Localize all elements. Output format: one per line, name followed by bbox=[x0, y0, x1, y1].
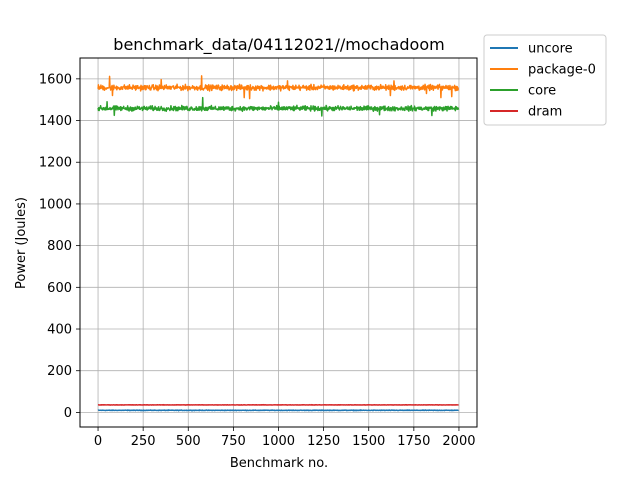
grid-lines bbox=[80, 58, 477, 427]
x-axis-ticks: 0 250 500 750 1000 1250 1500 1750 2000 bbox=[94, 427, 476, 449]
legend-label-package-0: package-0 bbox=[528, 63, 596, 78]
series-line-core bbox=[97, 96, 460, 117]
y-tick-label: 800 bbox=[47, 239, 72, 254]
chart-title: benchmark_data/04112021//mochadoom bbox=[113, 35, 444, 55]
x-tick-label: 0 bbox=[94, 434, 102, 449]
y-tick-label: 1200 bbox=[39, 156, 72, 171]
legend: uncore package-0 core dram bbox=[483, 34, 607, 126]
series-line-package-0 bbox=[97, 75, 459, 100]
y-tick-label: 200 bbox=[47, 364, 72, 379]
y-tick-label: 400 bbox=[47, 323, 72, 338]
y-tick-label: 1000 bbox=[39, 197, 72, 212]
y-axis-label: Power (Joules) bbox=[14, 197, 29, 289]
plot-series bbox=[97, 75, 460, 412]
x-tick-label: 1000 bbox=[262, 434, 295, 449]
legend-box bbox=[483, 34, 607, 126]
legend-label-uncore: uncore bbox=[528, 42, 573, 57]
x-tick-label: 250 bbox=[131, 434, 156, 449]
series-line-uncore bbox=[97, 409, 459, 412]
y-tick-label: 0 bbox=[64, 406, 72, 421]
x-tick-label: 1250 bbox=[307, 434, 340, 449]
x-tick-label: 1500 bbox=[352, 434, 385, 449]
legend-label-dram: dram bbox=[528, 105, 562, 120]
legend-label-core: core bbox=[528, 84, 556, 99]
x-tick-label: 750 bbox=[221, 434, 246, 449]
y-tick-label: 1400 bbox=[39, 114, 72, 129]
x-axis-label: Benchmark no. bbox=[230, 456, 328, 471]
x-tick-label: 1750 bbox=[397, 434, 430, 449]
x-tick-label: 500 bbox=[176, 434, 201, 449]
y-tick-label: 1600 bbox=[39, 72, 72, 87]
y-tick-label: 600 bbox=[47, 281, 72, 296]
y-axis-ticks: 0 200 400 600 800 1000 1200 1400 1600 bbox=[39, 72, 80, 421]
x-tick-label: 2000 bbox=[442, 434, 475, 449]
